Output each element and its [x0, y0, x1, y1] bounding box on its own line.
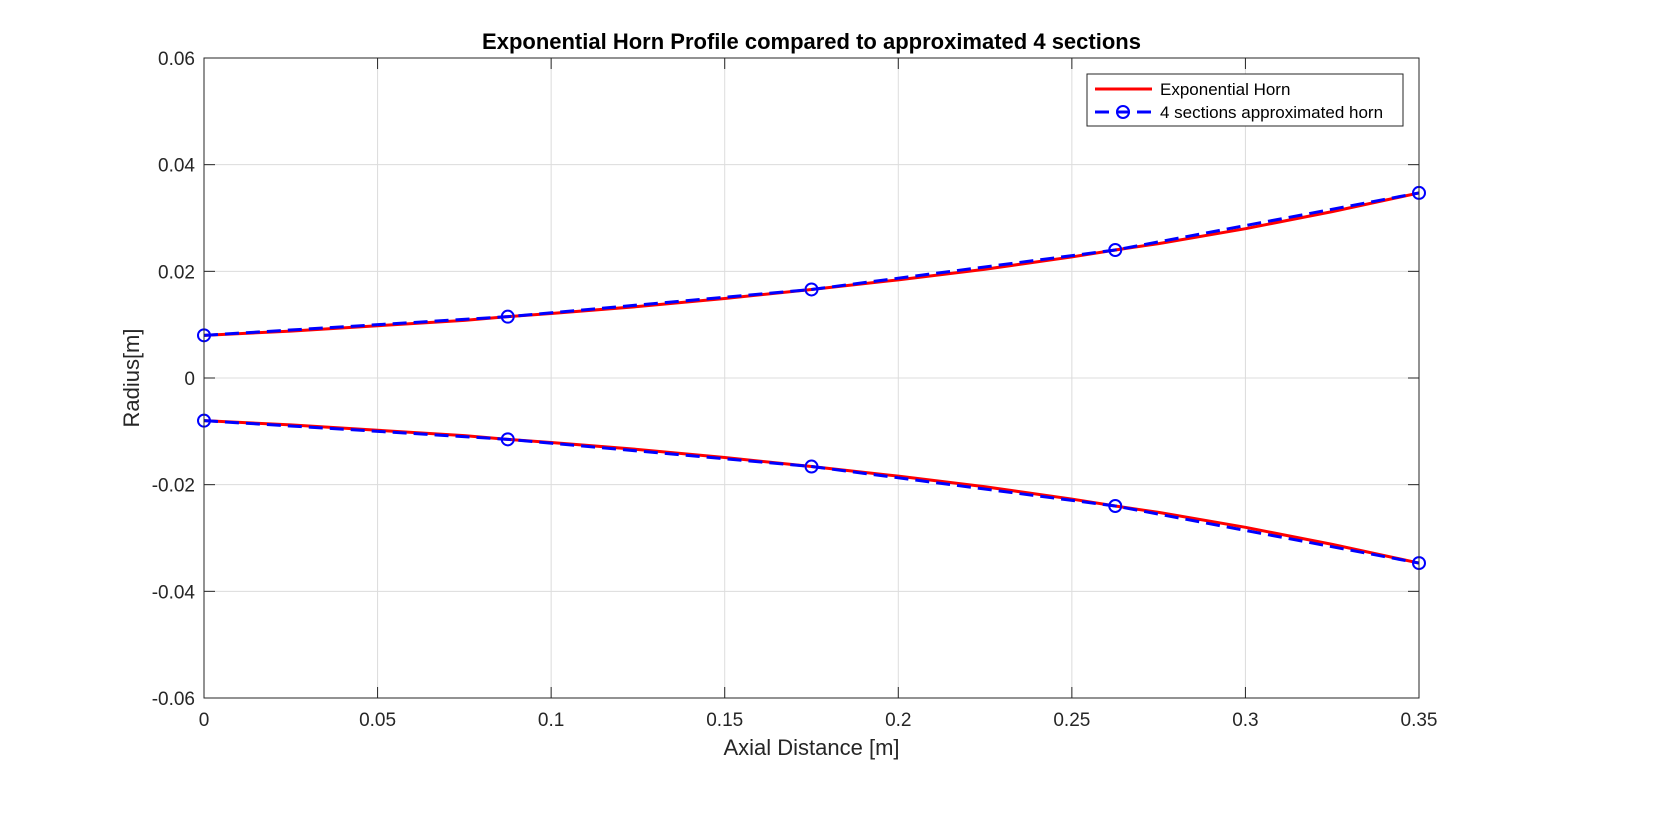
- x-tick-label: 0: [199, 710, 210, 731]
- approximated-horn-marker: [804, 459, 819, 474]
- x-axis-title: Axial Distance [m]: [723, 735, 899, 760]
- approximated-horn-marker: [1108, 243, 1123, 257]
- x-tick-label: 0.05: [359, 710, 396, 731]
- y-tick-label: -0.02: [152, 476, 195, 497]
- approximated-horn-line-upper: [203, 191, 1420, 337]
- approximated-horn-marker: [500, 309, 515, 324]
- y-axis-title: Radius[m]: [119, 328, 144, 427]
- ticks: 0 0.05 0.1 0.15 0.2 0.25 0.3 0.35 -0.06 -0.04 -0.0…: [152, 49, 1438, 731]
- y-tick-label: 0.04: [158, 156, 195, 177]
- plot-area: 0 0.05 0.1 0.15 0.2 0.25 0.3 0.35 -0.06 -0.04 -0.0…: [152, 49, 1438, 731]
- x-tick-label: 0.3: [1232, 710, 1258, 731]
- y-tick-label: -0.04: [152, 582, 196, 603]
- approximated-horn-marker: [804, 282, 819, 297]
- chart-title: Exponential Horn Profile compared to app…: [482, 29, 1141, 54]
- legend: Exponential Horn 4 sections approximated…: [1086, 73, 1404, 127]
- x-tick-label: 0.25: [1053, 710, 1090, 731]
- x-tick-label: 0.2: [885, 710, 911, 731]
- approximated-horn-marker: [500, 432, 515, 447]
- x-tick-label: 0.1: [538, 710, 564, 731]
- legend-label-approximated-horn: 4 sections approximated horn: [1160, 103, 1383, 122]
- legend-label-exponential-horn: Exponential Horn: [1160, 80, 1290, 99]
- y-tick-label: -0.06: [152, 689, 195, 710]
- x-tick-label: 0.15: [706, 710, 743, 731]
- approximated-horn-line-lower: [203, 419, 1420, 565]
- x-tick-label: 0.35: [1401, 710, 1438, 731]
- series-layer: [197, 185, 1426, 571]
- y-tick-label: 0.02: [158, 262, 195, 283]
- approximated-horn-marker: [1108, 499, 1123, 513]
- y-tick-label: 0: [184, 369, 195, 390]
- legend-marker-approximated-horn: [1116, 105, 1130, 119]
- y-tick-label: 0.06: [158, 49, 195, 70]
- legend-box: [1086, 73, 1404, 127]
